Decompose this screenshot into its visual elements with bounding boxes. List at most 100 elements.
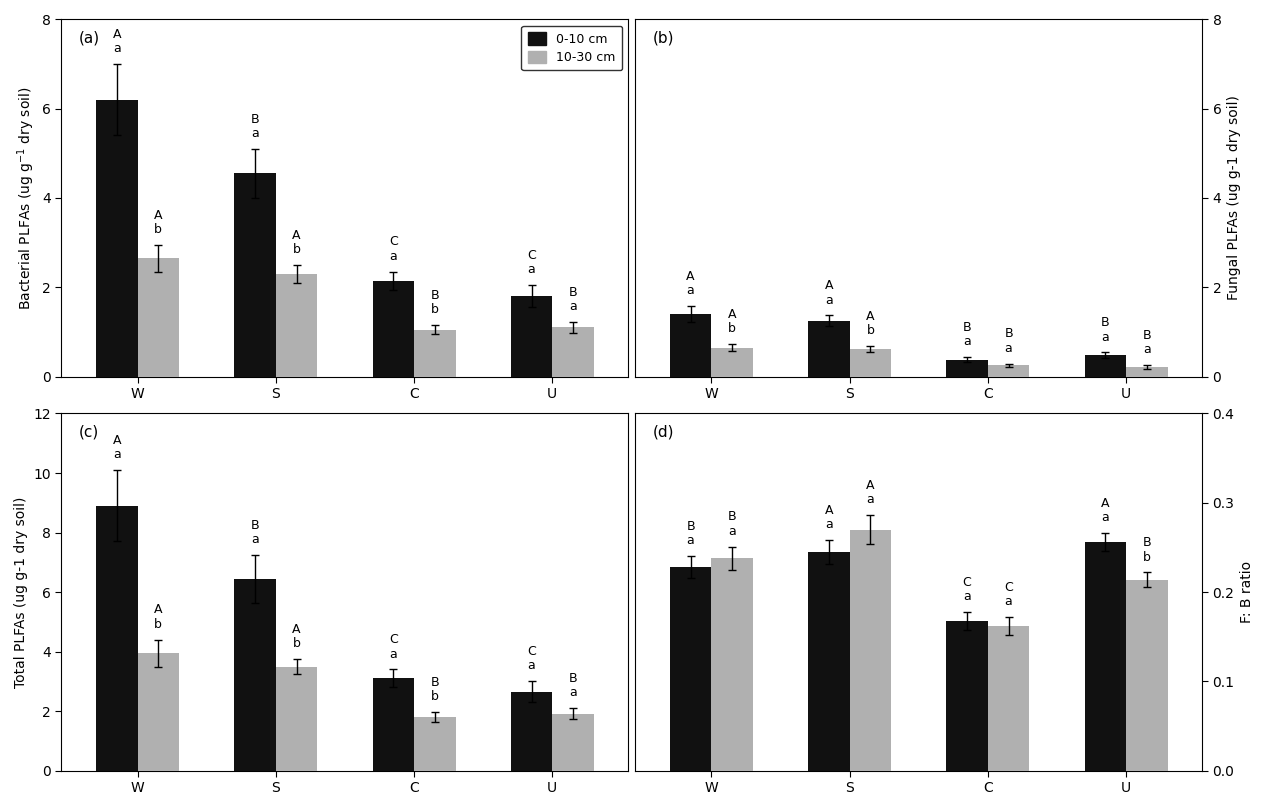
- Text: a: a: [825, 294, 833, 307]
- Text: b: b: [1142, 550, 1151, 564]
- Legend: 0-10 cm, 10-30 cm: 0-10 cm, 10-30 cm: [521, 26, 623, 70]
- Text: b: b: [866, 324, 874, 337]
- Bar: [235, 173, 275, 377]
- Bar: [373, 679, 415, 771]
- Bar: [235, 578, 275, 771]
- Text: A: A: [292, 229, 301, 242]
- Text: (a): (a): [79, 30, 100, 45]
- Bar: [946, 621, 988, 771]
- Text: C: C: [389, 633, 398, 646]
- Text: a: a: [1004, 341, 1012, 354]
- Bar: [553, 328, 593, 377]
- Text: a: a: [1142, 343, 1151, 356]
- Bar: [511, 296, 553, 377]
- Text: a: a: [113, 42, 120, 55]
- Bar: [988, 366, 1030, 377]
- Text: B: B: [962, 321, 971, 334]
- Text: a: a: [687, 535, 695, 548]
- Bar: [711, 348, 753, 377]
- Text: B: B: [430, 289, 439, 302]
- Bar: [711, 558, 753, 771]
- Text: a: a: [251, 533, 259, 546]
- Bar: [511, 692, 553, 771]
- Text: b: b: [293, 637, 301, 650]
- Bar: [850, 530, 891, 771]
- Bar: [96, 506, 137, 771]
- Y-axis label: Total PLFAs (ug g-1 dry soil): Total PLFAs (ug g-1 dry soil): [14, 497, 28, 688]
- Text: A: A: [866, 310, 875, 323]
- Text: A: A: [1101, 497, 1110, 510]
- Text: A: A: [113, 434, 120, 447]
- Text: A: A: [824, 504, 833, 517]
- Text: a: a: [569, 686, 577, 699]
- Text: a: a: [964, 590, 971, 603]
- Bar: [808, 552, 850, 771]
- Text: a: a: [1102, 511, 1110, 524]
- Bar: [670, 567, 711, 771]
- Y-axis label: F: B ratio: F: B ratio: [1240, 561, 1254, 623]
- Text: A: A: [686, 270, 695, 283]
- Text: a: a: [251, 127, 259, 140]
- Text: a: a: [389, 647, 397, 661]
- Text: a: a: [113, 448, 120, 461]
- Bar: [137, 653, 179, 771]
- Text: A: A: [866, 479, 875, 492]
- Text: b: b: [728, 322, 735, 335]
- Text: B: B: [251, 112, 260, 125]
- Bar: [275, 667, 317, 771]
- Bar: [670, 314, 711, 377]
- Text: B: B: [728, 510, 737, 523]
- Bar: [96, 100, 137, 377]
- Text: a: a: [866, 493, 874, 506]
- Text: C: C: [527, 645, 536, 659]
- Bar: [137, 258, 179, 377]
- Text: a: a: [964, 336, 971, 349]
- Text: C: C: [962, 575, 971, 588]
- Text: B: B: [569, 286, 577, 299]
- Bar: [553, 714, 593, 771]
- Text: b: b: [155, 618, 162, 631]
- Text: B: B: [1142, 328, 1151, 341]
- Text: B: B: [251, 519, 260, 532]
- Text: a: a: [527, 659, 535, 672]
- Bar: [1126, 579, 1168, 771]
- Bar: [275, 274, 317, 377]
- Text: A: A: [824, 279, 833, 292]
- Text: C: C: [527, 249, 536, 262]
- Bar: [808, 321, 850, 377]
- Text: A: A: [153, 209, 162, 222]
- Text: b: b: [431, 690, 439, 703]
- Text: b: b: [155, 223, 162, 236]
- Text: b: b: [431, 303, 439, 316]
- Text: a: a: [1004, 595, 1012, 608]
- Text: C: C: [389, 235, 398, 248]
- Text: B: B: [1004, 328, 1013, 341]
- Text: a: a: [569, 300, 577, 313]
- Bar: [1126, 366, 1168, 377]
- Text: (b): (b): [652, 30, 673, 45]
- Text: a: a: [1102, 331, 1110, 344]
- Text: B: B: [1101, 316, 1110, 329]
- Text: A: A: [113, 28, 120, 40]
- Text: a: a: [527, 263, 535, 276]
- Bar: [988, 626, 1030, 771]
- Text: a: a: [687, 284, 695, 297]
- Bar: [850, 349, 891, 377]
- Text: a: a: [728, 524, 735, 538]
- Y-axis label: Fungal PLFAs (ug g-1 dry soil): Fungal PLFAs (ug g-1 dry soil): [1227, 95, 1241, 300]
- Text: B: B: [1142, 536, 1151, 549]
- Text: B: B: [686, 520, 695, 533]
- Text: (d): (d): [652, 424, 673, 439]
- Text: A: A: [728, 307, 737, 321]
- Text: b: b: [293, 243, 301, 256]
- Bar: [1084, 542, 1126, 771]
- Bar: [1084, 355, 1126, 377]
- Bar: [415, 717, 455, 771]
- Bar: [946, 360, 988, 377]
- Bar: [415, 330, 455, 377]
- Text: B: B: [569, 672, 577, 685]
- Text: B: B: [430, 676, 439, 688]
- Text: a: a: [825, 519, 833, 532]
- Text: C: C: [1004, 581, 1013, 594]
- Text: a: a: [389, 250, 397, 263]
